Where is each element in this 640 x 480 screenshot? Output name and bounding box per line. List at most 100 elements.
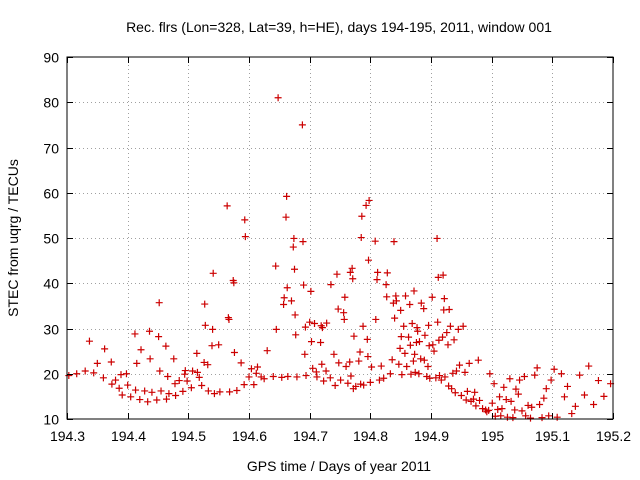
data-point <box>413 324 421 332</box>
data-point <box>469 395 477 403</box>
data-point <box>230 348 238 356</box>
data-point <box>550 365 558 373</box>
data-point <box>506 375 514 383</box>
data-point <box>536 401 544 409</box>
data-point <box>547 376 555 384</box>
y-tick-label: 70 <box>43 141 59 157</box>
data-point <box>322 367 330 375</box>
data-point <box>374 268 382 276</box>
data-point <box>486 370 494 378</box>
data-point <box>425 342 433 350</box>
y-tick-label: 30 <box>43 322 59 338</box>
data-point <box>415 370 423 378</box>
data-point <box>333 270 341 278</box>
data-point <box>373 276 381 284</box>
data-point <box>542 385 550 393</box>
y-tick-label: 60 <box>43 186 59 202</box>
data-point <box>181 370 189 378</box>
data-point <box>380 374 388 382</box>
data-point <box>526 414 534 422</box>
data-point <box>280 301 288 309</box>
data-point <box>118 391 126 399</box>
data-point <box>411 350 419 358</box>
data-point <box>411 368 419 376</box>
data-point <box>223 202 231 210</box>
data-point <box>155 299 163 307</box>
data-point <box>488 399 496 407</box>
data-point <box>410 287 418 295</box>
data-point <box>108 380 116 388</box>
data-point <box>99 374 107 382</box>
data-point <box>312 368 320 376</box>
data-point <box>337 376 345 384</box>
data-point <box>395 360 403 368</box>
data-point <box>444 341 452 349</box>
data-point <box>528 403 536 411</box>
data-point <box>348 264 356 272</box>
data-point <box>441 373 449 381</box>
axis-ticks: 194.3 194.4 194.5 194.6 194.7 194.8 194.9 195 19… <box>43 50 631 445</box>
data-point <box>454 325 462 333</box>
data-point <box>471 388 479 396</box>
data-point <box>340 309 348 317</box>
data-point <box>200 358 208 366</box>
data-point <box>400 322 408 330</box>
data-point <box>90 369 98 377</box>
data-point <box>318 324 326 332</box>
data-point <box>132 386 140 394</box>
data-point <box>171 380 179 388</box>
data-point <box>330 350 338 358</box>
data-point <box>195 373 203 381</box>
data-point <box>437 376 445 384</box>
y-tick-label: 50 <box>43 231 59 247</box>
data-point <box>311 320 319 328</box>
data-point <box>153 396 161 404</box>
data-point <box>509 414 517 422</box>
data-point <box>585 362 593 370</box>
data-point <box>233 386 241 394</box>
data-point <box>364 353 372 361</box>
data-point <box>287 297 295 305</box>
data-point <box>164 372 172 380</box>
data-point <box>189 367 197 375</box>
data-point <box>148 388 156 396</box>
data-point <box>320 377 328 385</box>
data-point <box>209 269 217 277</box>
data-point <box>274 94 282 102</box>
x-tick-label: 194.9 <box>414 428 449 444</box>
data-point <box>500 383 508 391</box>
data-point <box>299 238 307 246</box>
data-point <box>298 121 306 129</box>
x-tick-label: 195.2 <box>596 428 631 444</box>
data-point <box>241 216 249 224</box>
data-point <box>144 398 152 406</box>
data-point <box>293 373 301 381</box>
data-point <box>363 335 371 343</box>
data-point <box>341 293 349 301</box>
x-tick-label: 194.6 <box>232 428 267 444</box>
data-point <box>115 384 123 392</box>
x-axis-label: GPS time / Days of year 2011 <box>247 458 431 474</box>
data-point <box>269 372 277 380</box>
data-point <box>391 314 399 322</box>
data-point <box>198 382 206 390</box>
data-point <box>133 359 141 367</box>
data-point <box>65 372 73 380</box>
data-point <box>406 301 414 309</box>
data-point <box>107 358 115 366</box>
data-point <box>428 293 436 301</box>
data-point <box>301 323 309 331</box>
data-point <box>414 327 422 335</box>
grid-lines <box>67 57 613 419</box>
data-point <box>377 362 385 370</box>
data-point <box>342 363 350 371</box>
data-point <box>313 373 321 381</box>
data-point <box>522 412 530 420</box>
data-point <box>456 361 464 369</box>
data-point <box>524 401 532 409</box>
data-point <box>350 332 358 340</box>
data-point <box>368 363 376 371</box>
data-point <box>397 333 405 341</box>
y-tick-label: 80 <box>43 95 59 111</box>
data-point <box>117 371 125 379</box>
